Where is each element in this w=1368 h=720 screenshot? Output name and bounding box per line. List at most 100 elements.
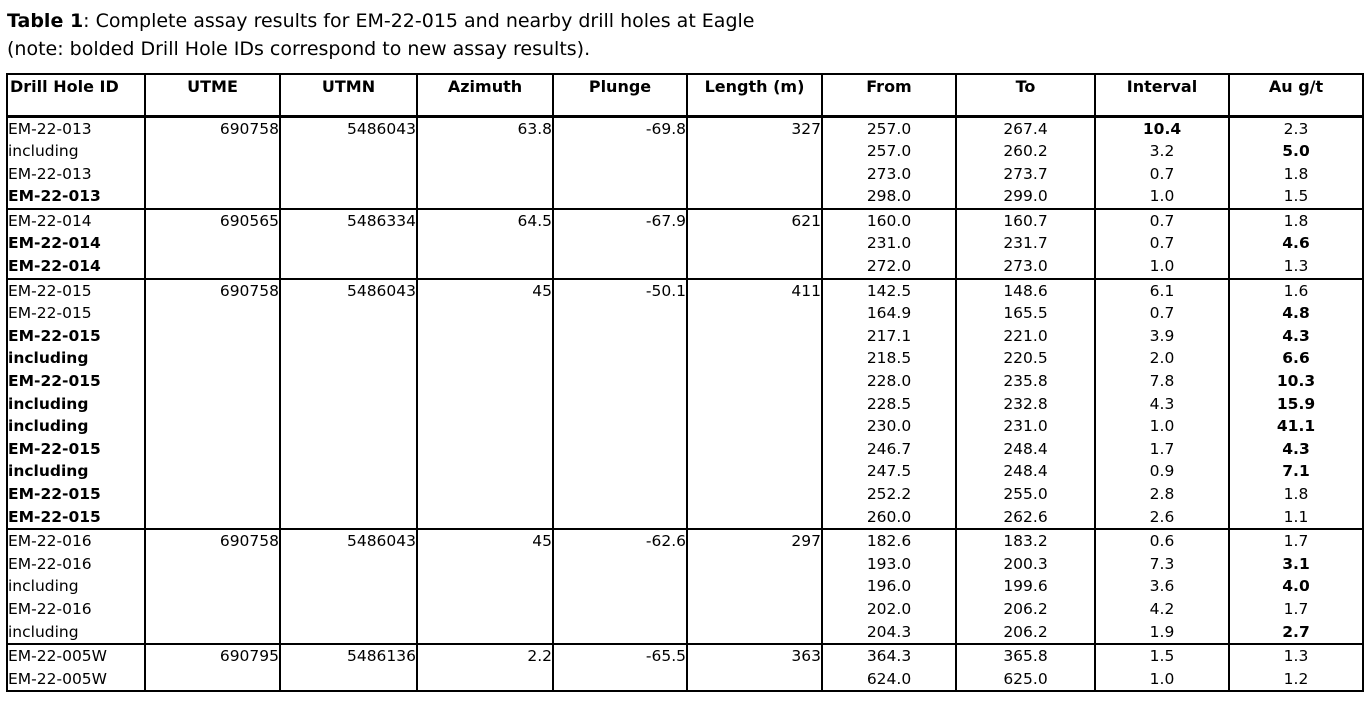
table-row: EM-22-005W 690795 5486136 2.2 -65.5 363 364.3 3… [6, 644, 1364, 668]
cell-from: 228.0 [821, 370, 957, 393]
table-row: EM-22-015 228.0 235.8 7.8 10.3 [6, 370, 1364, 393]
header-cell-au-gt: Au g/t [1228, 73, 1364, 118]
cell-from: 164.9 [821, 302, 957, 325]
cell-azimuth [416, 575, 554, 598]
cell-plunge: -65.5 [552, 644, 688, 668]
cell-to: 273.7 [955, 162, 1096, 186]
cell-azimuth [416, 552, 554, 576]
table-row: EM-22-016 202.0 206.2 4.2 1.7 [6, 597, 1364, 621]
cell-au: 1.8 [1228, 483, 1364, 506]
cell-length [686, 620, 823, 646]
cell-plunge [552, 162, 688, 186]
cell-to: 148.6 [955, 278, 1096, 303]
cell-to: 200.3 [955, 552, 1096, 576]
cell-interval: 1.7 [1094, 437, 1230, 461]
cell-plunge [552, 392, 688, 416]
cell-azimuth [416, 460, 554, 483]
cell-drill-hole-id: EM-22-005W [6, 644, 146, 668]
cell-from: 204.3 [821, 620, 957, 646]
cell-azimuth [416, 324, 554, 348]
table-row: including 204.3 206.2 1.9 2.7 [6, 620, 1364, 646]
cell-utmn [279, 620, 418, 646]
cell-plunge [552, 483, 688, 506]
cell-to: 255.0 [955, 483, 1096, 506]
cell-utmn [279, 392, 418, 416]
header-cell-utme: UTME [144, 73, 281, 118]
cell-azimuth [416, 437, 554, 461]
cell-length: 411 [686, 278, 823, 303]
cell-utme [144, 575, 281, 598]
header-cell-to: To [955, 73, 1096, 118]
cell-length [686, 483, 823, 506]
cell-from: 257.0 [821, 116, 957, 141]
cell-utme [144, 232, 281, 256]
cell-au: 1.8 [1228, 208, 1364, 233]
cell-plunge [552, 437, 688, 461]
cell-length: 621 [686, 208, 823, 233]
cell-from: 364.3 [821, 644, 957, 668]
header-cell-plunge: Plunge [552, 73, 688, 118]
cell-au: 5.0 [1228, 140, 1364, 163]
cell-interval: 3.2 [1094, 140, 1230, 163]
cell-au: 4.3 [1228, 437, 1364, 461]
cell-utmn: 5486334 [279, 208, 418, 233]
drill-hole-group: EM-22-016 690758 5486043 45 -62.6 297 182.6 183… [6, 529, 1364, 646]
cell-utme [144, 140, 281, 163]
cell-au: 1.3 [1228, 255, 1364, 280]
cell-interval: 0.7 [1094, 208, 1230, 233]
cell-from: 257.0 [821, 140, 957, 163]
table-row: EM-22-014 272.0 273.0 1.0 1.3 [6, 255, 1364, 280]
cell-azimuth [416, 392, 554, 416]
cell-drill-hole-id: including [6, 415, 146, 438]
cell-utmn [279, 347, 418, 371]
cell-length: 363 [686, 644, 823, 668]
cell-au: 1.1 [1228, 505, 1364, 531]
cell-utme [144, 460, 281, 483]
cell-utmn [279, 232, 418, 256]
header-cell-length-m: Length (m) [686, 73, 823, 118]
cell-drill-hole-id: including [6, 392, 146, 416]
cell-drill-hole-id: EM-22-015 [6, 370, 146, 393]
cell-drill-hole-id: EM-22-016 [6, 552, 146, 576]
cell-utmn: 5486043 [279, 116, 418, 141]
cell-to: 183.2 [955, 529, 1096, 553]
cell-utme [144, 347, 281, 371]
table-row: including 196.0 199.6 3.6 4.0 [6, 575, 1364, 598]
cell-plunge [552, 232, 688, 256]
cell-utmn [279, 552, 418, 576]
cell-drill-hole-id: EM-22-015 [6, 302, 146, 325]
cell-to: 267.4 [955, 116, 1096, 141]
cell-utmn [279, 302, 418, 325]
drill-hole-group: EM-22-013 690758 5486043 63.8 -69.8 327 257.0 2… [6, 116, 1364, 210]
cell-drill-hole-id: EM-22-014 [6, 232, 146, 256]
cell-interval: 7.3 [1094, 552, 1230, 576]
drill-hole-group: EM-22-014 690565 5486334 64.5 -67.9 621 160.0 1… [6, 208, 1364, 280]
header-cell-azimuth: Azimuth [416, 73, 554, 118]
table-row: including 257.0 260.2 3.2 5.0 [6, 140, 1364, 163]
cell-azimuth: 45 [416, 278, 554, 303]
cell-au: 15.9 [1228, 392, 1364, 416]
cell-au: 4.0 [1228, 575, 1364, 598]
cell-au: 1.5 [1228, 185, 1364, 210]
cell-from: 196.0 [821, 575, 957, 598]
cell-utme [144, 437, 281, 461]
cell-length [686, 552, 823, 576]
cell-from: 193.0 [821, 552, 957, 576]
cell-from: 160.0 [821, 208, 957, 233]
cell-au: 1.7 [1228, 529, 1364, 553]
cell-plunge [552, 505, 688, 531]
cell-drill-hole-id: including [6, 575, 146, 598]
cell-au: 10.3 [1228, 370, 1364, 393]
cell-interval: 0.6 [1094, 529, 1230, 553]
cell-to: 235.8 [955, 370, 1096, 393]
cell-interval: 2.6 [1094, 505, 1230, 531]
cell-length [686, 324, 823, 348]
table-row: EM-22-015 690758 5486043 45 -50.1 411 142.5 148… [6, 278, 1364, 303]
cell-from: 202.0 [821, 597, 957, 621]
cell-azimuth [416, 162, 554, 186]
cell-length [686, 255, 823, 280]
cell-length [686, 667, 823, 693]
table-row: EM-22-013 690758 5486043 63.8 -69.8 327 257.0 2… [6, 116, 1364, 141]
cell-length [686, 392, 823, 416]
cell-length [686, 505, 823, 531]
